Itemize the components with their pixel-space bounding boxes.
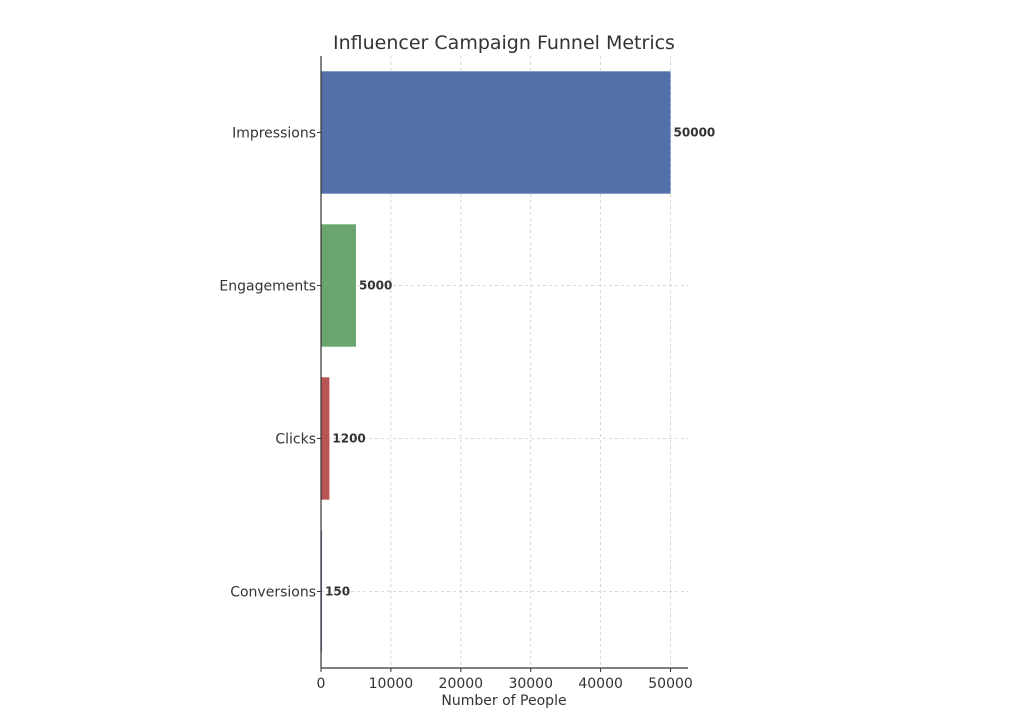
label-layer: 0 10000 20000 30000 40000 50000 Impressions 500… (219, 126, 715, 693)
data-label: 150 (325, 585, 350, 599)
axis-layer (320, 56, 688, 669)
y-tick-label: Impressions (232, 126, 316, 142)
chart-title: Influencer Campaign Funnel Metrics (333, 32, 675, 54)
y-tick-label: Conversions (230, 585, 316, 601)
y-tick-label: Engagements (219, 279, 316, 295)
bar-impressions (321, 71, 671, 194)
x-tick-label: 30000 (508, 676, 553, 692)
data-label: 1200 (332, 432, 365, 446)
bar-layer (321, 71, 671, 653)
x-tick-label: 40000 (578, 676, 623, 692)
x-tick-label: 0 (317, 676, 326, 692)
bar-clicks (321, 377, 330, 500)
x-tick-label: 50000 (648, 676, 693, 692)
bar-engagements (321, 224, 356, 347)
x-tick-label: 10000 (369, 676, 414, 692)
data-label: 5000 (359, 279, 392, 293)
x-tick-label: 20000 (439, 676, 484, 692)
x-axis-label: Number of People (441, 693, 566, 709)
data-label: 50000 (674, 126, 716, 140)
y-tick-label: Clicks (275, 432, 316, 448)
